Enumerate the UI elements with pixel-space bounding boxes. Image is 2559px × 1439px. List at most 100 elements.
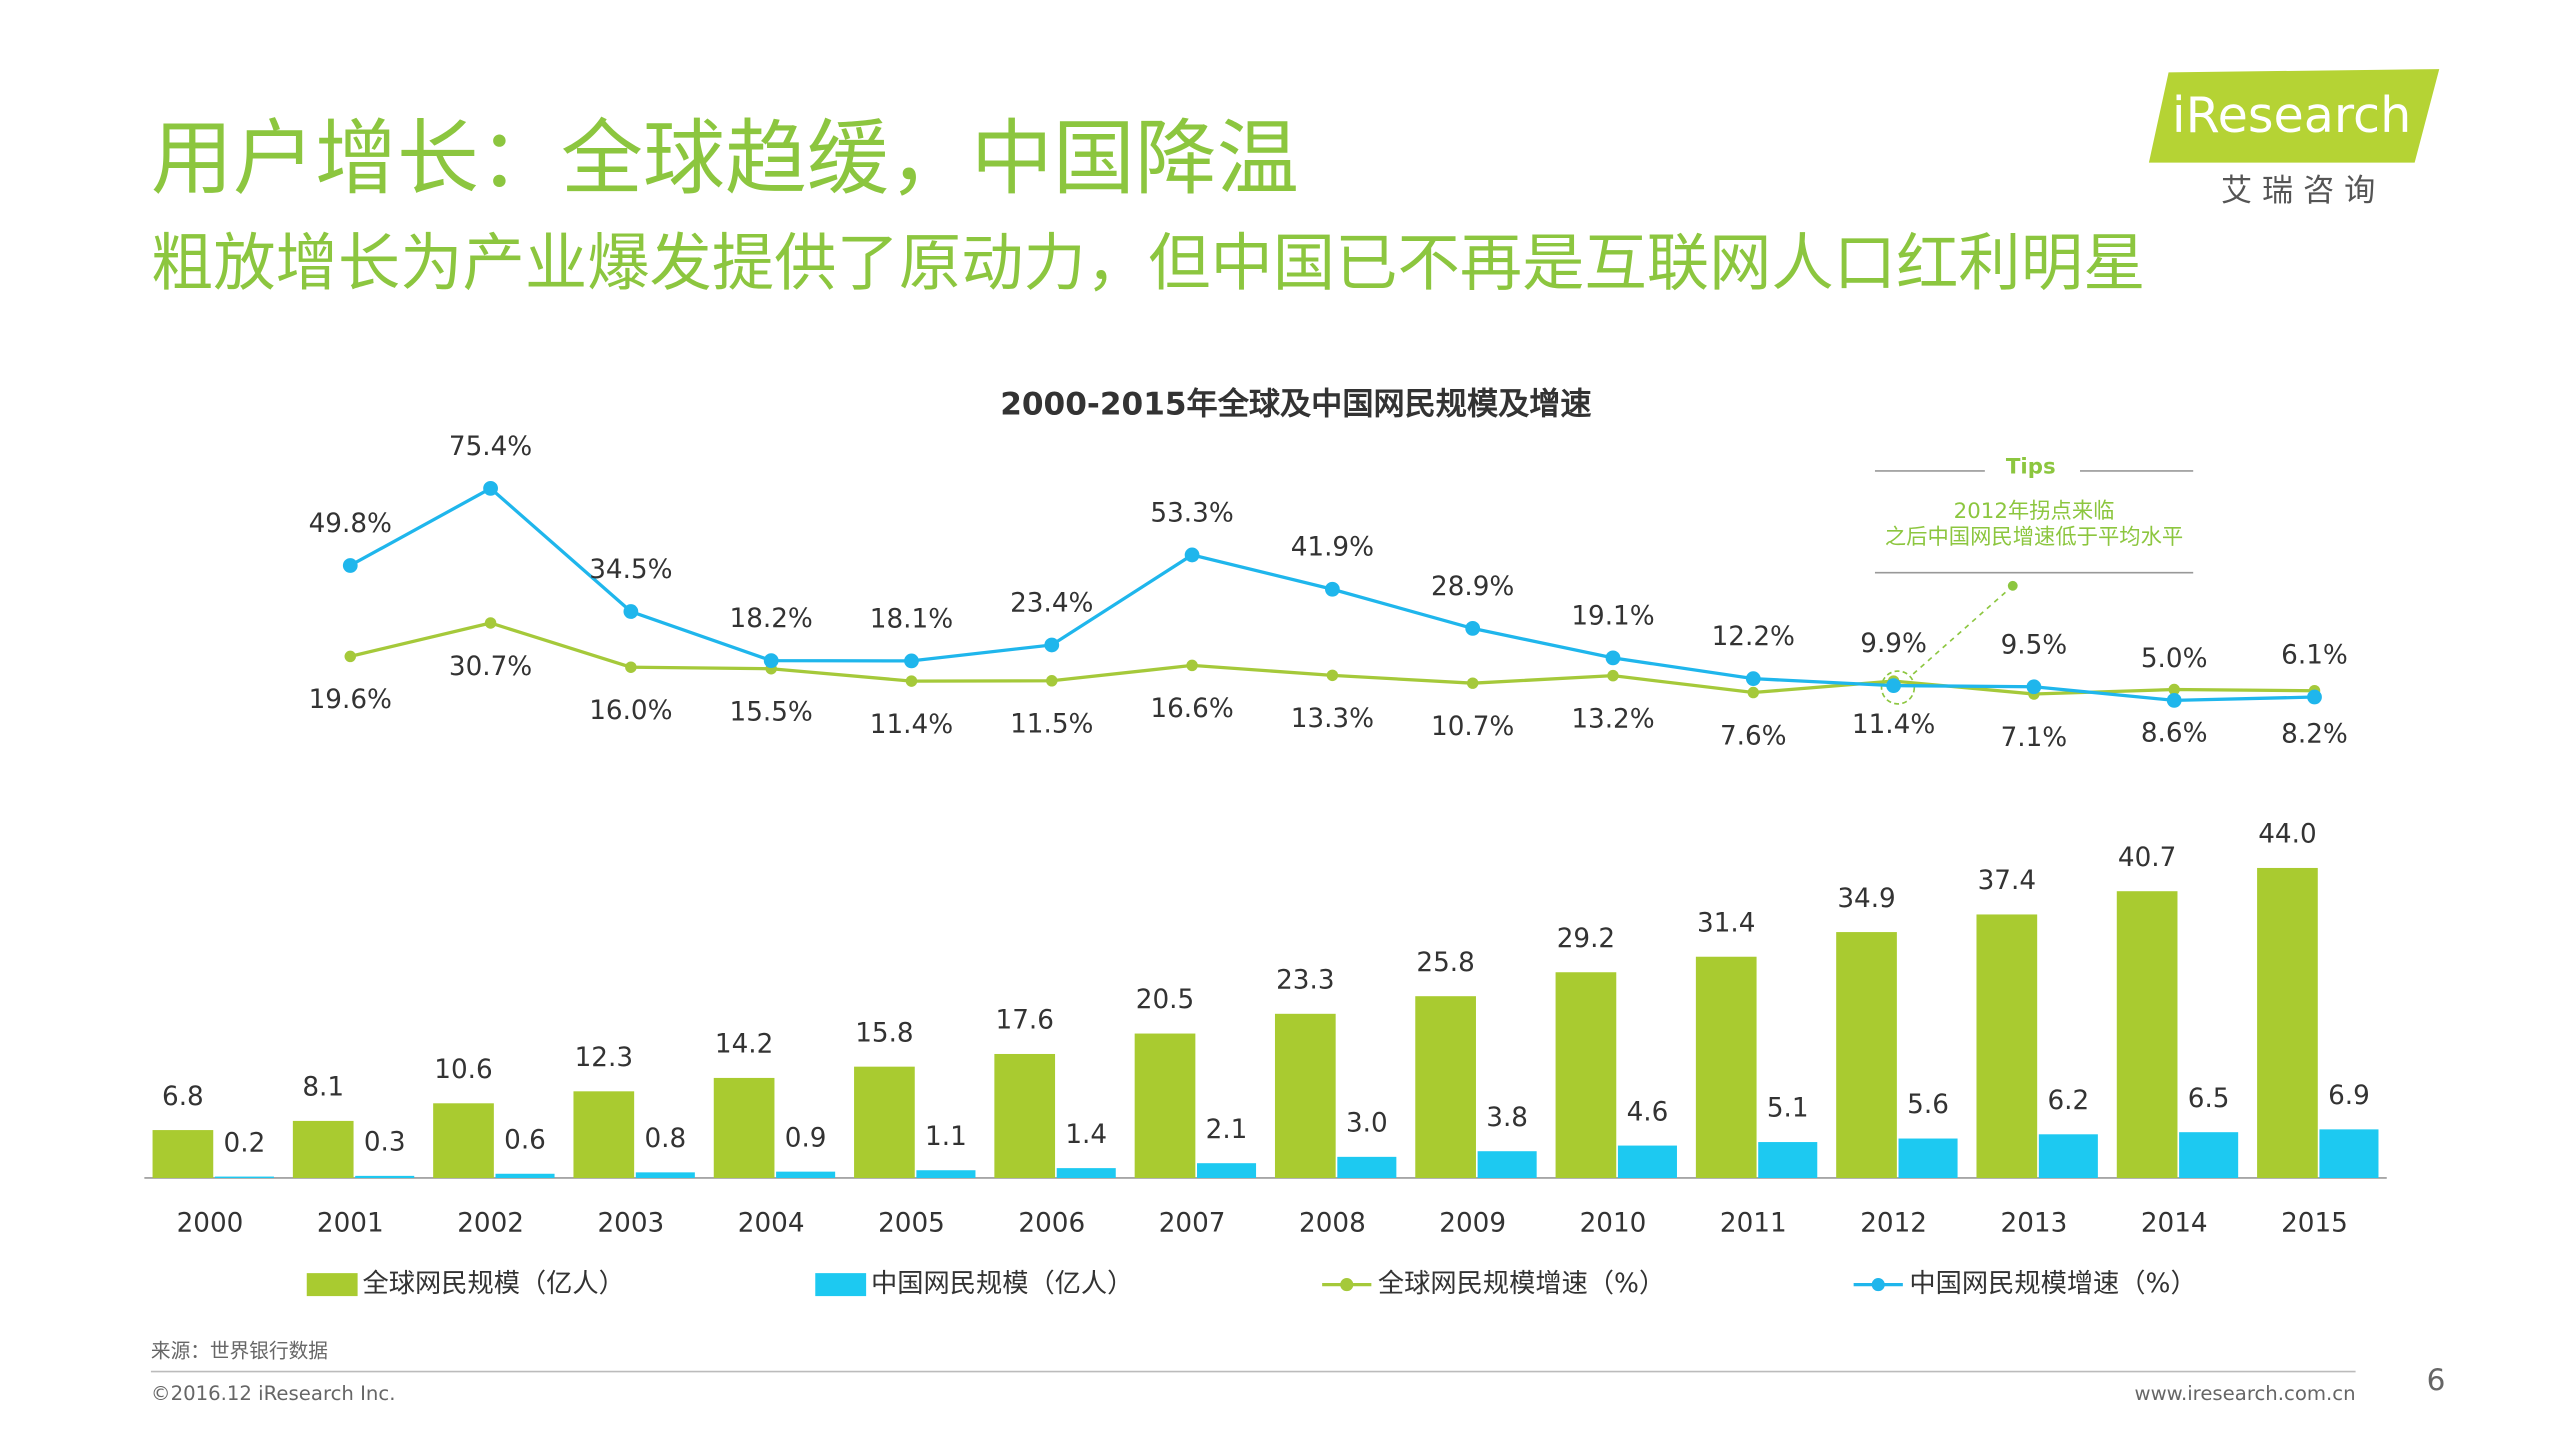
source: 来源：世界银行数据 <box>151 1339 328 1362</box>
bar <box>152 1130 214 1178</box>
point-label: 11.4% <box>1852 710 1935 740</box>
bar <box>916 1170 976 1178</box>
point-label: 49.8% <box>309 509 392 539</box>
bar <box>1836 932 1897 1178</box>
line-point <box>2168 683 2180 696</box>
bar <box>713 1077 775 1178</box>
line-point <box>1745 671 1761 687</box>
tips-text: 2012年拐点来临 <box>1954 499 2115 524</box>
x-tick-label: 2003 <box>597 1208 664 1238</box>
x-tick-label: 2011 <box>1720 1208 1787 1238</box>
point-label: 11.5% <box>1010 710 1093 740</box>
bar <box>1555 972 1617 1178</box>
point-label: 6.1% <box>2281 641 2348 671</box>
page-subtitle: 粗放增长为产业爆发提供了原动力，但中国已不再是互联网人口红利明星 <box>151 227 2145 300</box>
line-point <box>484 617 497 629</box>
bar-label: 15.8 <box>855 1018 913 1048</box>
legend-dot <box>1340 1278 1354 1292</box>
bar-label: 6.5 <box>2188 1084 2230 1114</box>
line-point <box>904 653 919 669</box>
bar <box>1617 1145 1677 1178</box>
point-label: 8.6% <box>2141 718 2208 748</box>
bar-label: 29.2 <box>1557 924 1615 954</box>
bar-label: 0.8 <box>644 1124 686 1154</box>
bar-label: 5.6 <box>1907 1090 1949 1120</box>
line-point <box>342 558 358 573</box>
point-label: 7.1% <box>2001 723 2068 753</box>
line-point <box>1184 547 1200 563</box>
point-label: 23.4% <box>1010 588 1093 618</box>
legend-swatch <box>306 1273 358 1297</box>
bar-label: 1.1 <box>925 1122 967 1152</box>
line-point <box>763 653 779 668</box>
bar <box>635 1172 695 1178</box>
point-label: 16.6% <box>1150 694 1233 724</box>
point-label: 16.0% <box>589 696 672 726</box>
line-point <box>2026 679 2042 695</box>
chart-title: 2000-2015年全球及中国网民规模及增速 <box>1000 386 1591 422</box>
logo-shape <box>2148 69 2440 163</box>
point-label: 34.5% <box>589 555 672 585</box>
point-label: 11.4% <box>870 710 953 740</box>
legend-dot <box>1871 1278 1885 1292</box>
line-point <box>623 604 639 619</box>
bar <box>495 1173 555 1178</box>
point-label: 13.3% <box>1291 704 1374 734</box>
x-tick-label: 2002 <box>457 1208 524 1238</box>
line-point <box>905 675 918 687</box>
bar <box>776 1171 836 1178</box>
bar <box>1197 1163 1257 1178</box>
bar-label: 40.7 <box>2118 843 2176 873</box>
point-label: 75.4% <box>449 432 532 462</box>
website: www.iresearch.com.cn <box>2134 1382 2355 1405</box>
x-tick-label: 2004 <box>738 1208 805 1238</box>
point-label: 5.0% <box>2141 644 2208 674</box>
page-number: 6 <box>2427 1363 2446 1397</box>
legend-label: 中国网民规模（亿人） <box>871 1269 1133 1299</box>
bar-label: 8.1 <box>302 1073 344 1103</box>
line-point <box>1465 621 1481 636</box>
line-point <box>344 650 357 663</box>
line-point <box>1605 650 1621 666</box>
x-tick-label: 2015 <box>2281 1208 2348 1238</box>
point-label: 13.2% <box>1571 704 1654 734</box>
bar-label: 23.3 <box>1276 966 1334 996</box>
bar <box>2319 1129 2379 1178</box>
bar-label: 14.2 <box>715 1030 773 1060</box>
point-label: 18.1% <box>870 604 953 634</box>
bar <box>214 1176 274 1178</box>
legend-label: 全球网民规模（亿人） <box>363 1269 625 1299</box>
x-tick-label: 2001 <box>317 1208 384 1238</box>
line-point <box>1326 669 1339 682</box>
bar <box>2257 867 2318 1178</box>
line-point <box>1044 637 1060 653</box>
bar-label: 31.4 <box>1697 908 1755 938</box>
point-label: 8.2% <box>2281 720 2348 750</box>
bar-label: 10.6 <box>434 1055 492 1085</box>
x-tick-label: 2000 <box>177 1208 244 1238</box>
copyright: ©2016.12 iResearch Inc. <box>151 1382 396 1405</box>
point-label: 10.7% <box>1431 712 1514 742</box>
bar <box>1337 1156 1397 1178</box>
logo-text: iResearch <box>2172 86 2411 144</box>
bar <box>1976 914 2038 1178</box>
bar-label: 0.3 <box>364 1128 406 1158</box>
bar <box>1056 1168 1116 1178</box>
bar-label: 3.8 <box>1486 1103 1528 1133</box>
bar-label: 6.9 <box>2328 1081 2370 1111</box>
page-title: 用户增长：全球趋缓，中国降温 <box>151 112 1299 207</box>
point-label: 12.2% <box>1712 622 1795 652</box>
point-label: 18.2% <box>730 604 813 634</box>
bar <box>994 1053 1056 1178</box>
bar-label: 3.0 <box>1346 1109 1388 1139</box>
bar-label: 17.6 <box>996 1006 1054 1036</box>
point-label: 41.9% <box>1291 533 1374 563</box>
bar-label: 6.2 <box>2047 1086 2089 1116</box>
line-point <box>1886 678 1901 693</box>
bar-label: 6.8 <box>162 1082 204 1112</box>
point-label: 53.3% <box>1150 498 1233 528</box>
bar <box>1695 956 1757 1178</box>
tips-text: 之后中国网民增速低于平均水平 <box>1885 525 2183 550</box>
